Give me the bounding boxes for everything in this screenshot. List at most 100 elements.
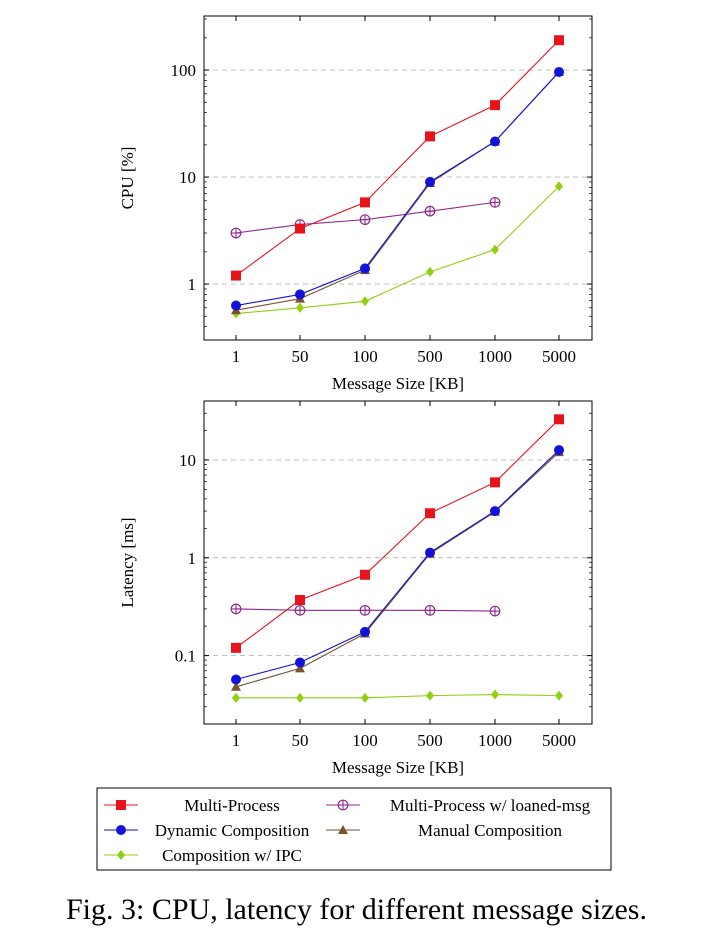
legend-entry-dynamic-composition: Dynamic Composition bbox=[104, 821, 310, 840]
series-multi-process bbox=[231, 35, 564, 281]
series-line bbox=[235, 451, 560, 688]
data-point bbox=[554, 35, 564, 46]
data-point bbox=[554, 66, 564, 77]
data-point bbox=[360, 626, 370, 637]
data-point bbox=[489, 196, 501, 208]
data-point bbox=[424, 604, 436, 616]
cpu-chart: 1 10 100 1 50 100 500 1000 5000 Message Size [KB]… bbox=[118, 15, 593, 393]
series-dynamic-composition bbox=[231, 66, 564, 311]
data-point bbox=[426, 266, 434, 277]
data-point bbox=[491, 244, 499, 255]
x-tick-label: 50 bbox=[292, 731, 309, 750]
data-point bbox=[555, 690, 563, 701]
x-tick-label: 100 bbox=[352, 731, 378, 750]
x-tick-label: 500 bbox=[417, 731, 443, 750]
data-point bbox=[490, 136, 500, 147]
figure-caption: Fig. 3: CPU, latency for different messa… bbox=[66, 893, 647, 926]
series-line bbox=[235, 39, 560, 277]
legend-entry-multi-process-w-loaned-msg: Multi-Process w/ loaned-msg bbox=[326, 796, 591, 815]
data-point bbox=[294, 604, 306, 616]
x-axis-label: Message Size [KB] bbox=[332, 758, 464, 777]
legend-marker bbox=[116, 800, 126, 810]
legend-label: Multi-Process w/ loaned-msg bbox=[390, 796, 591, 815]
legend-label: Multi-Process bbox=[184, 796, 279, 815]
data-point bbox=[360, 197, 370, 208]
data-point bbox=[489, 605, 501, 617]
data-point bbox=[360, 569, 370, 580]
x-tick-label: 1000 bbox=[478, 347, 512, 366]
series-dynamic-composition bbox=[231, 445, 564, 685]
data-point bbox=[361, 296, 369, 307]
data-point bbox=[231, 300, 241, 311]
legend-entry-multi-process: Multi-Process bbox=[104, 796, 280, 815]
x-tick-label: 1 bbox=[232, 731, 241, 750]
y-axis-label: Latency [ms] bbox=[118, 517, 137, 607]
data-point bbox=[491, 689, 499, 700]
data-point bbox=[231, 681, 241, 691]
data-point bbox=[231, 642, 241, 653]
series-manual-composition bbox=[231, 447, 564, 691]
data-point bbox=[295, 663, 305, 673]
data-point bbox=[361, 692, 369, 703]
legend-marker bbox=[338, 825, 348, 834]
data-point bbox=[296, 692, 304, 703]
y-tick-label: 100 bbox=[171, 61, 197, 80]
y-axis-label: CPU [%] bbox=[118, 147, 137, 210]
x-tick-label: 5000 bbox=[542, 347, 576, 366]
data-point bbox=[230, 227, 242, 239]
data-point bbox=[295, 289, 305, 300]
legend-marker bbox=[337, 799, 349, 811]
data-point bbox=[231, 270, 241, 281]
legend-label: Dynamic Composition bbox=[155, 821, 310, 840]
y-tick-label: 10 bbox=[179, 168, 196, 187]
legend-box bbox=[96, 787, 612, 871]
data-point bbox=[359, 214, 371, 226]
plot-frame bbox=[203, 15, 593, 341]
data-point bbox=[424, 205, 436, 217]
x-tick-label: 500 bbox=[417, 347, 443, 366]
series-line bbox=[235, 71, 560, 307]
x-tick-label: 1000 bbox=[478, 731, 512, 750]
x-tick-label: 50 bbox=[292, 347, 309, 366]
series-composition-w-ipc bbox=[232, 689, 563, 703]
x-tick-label: 100 bbox=[352, 347, 378, 366]
series-line bbox=[235, 71, 560, 311]
series-line bbox=[235, 185, 560, 315]
series-multi-process-w-loaned-msg bbox=[230, 603, 501, 617]
plot-frame bbox=[203, 400, 593, 725]
data-point bbox=[425, 547, 435, 558]
legend-marker bbox=[117, 850, 125, 860]
data-point bbox=[425, 176, 435, 187]
data-point bbox=[426, 690, 434, 701]
series-line bbox=[235, 418, 560, 649]
legend-entry-composition-w-ipc: Composition w/ IPC bbox=[104, 846, 302, 865]
data-point bbox=[232, 692, 240, 703]
series-line bbox=[235, 449, 560, 681]
data-point bbox=[425, 508, 435, 519]
legend-label: Composition w/ IPC bbox=[162, 846, 302, 865]
data-point bbox=[359, 604, 371, 616]
data-point bbox=[555, 181, 563, 192]
data-point bbox=[554, 414, 564, 425]
data-point bbox=[296, 302, 304, 313]
series-multi-process bbox=[231, 414, 564, 653]
data-point bbox=[490, 506, 500, 517]
data-point bbox=[295, 595, 305, 606]
x-tick-label: 1 bbox=[232, 347, 241, 366]
data-point bbox=[490, 477, 500, 488]
data-point bbox=[554, 445, 564, 456]
legend: Multi-Process Multi-Process w/ loaned-msg… bbox=[96, 787, 612, 871]
data-point bbox=[231, 674, 241, 685]
series-line bbox=[236, 693, 560, 699]
data-point bbox=[295, 657, 305, 668]
data-point bbox=[490, 100, 500, 111]
x-tick-label: 5000 bbox=[542, 731, 576, 750]
x-axis-label: Message Size [KB] bbox=[332, 374, 464, 393]
y-tick-label: 1 bbox=[188, 275, 197, 294]
data-point bbox=[295, 223, 305, 234]
legend-marker bbox=[116, 825, 126, 835]
data-point bbox=[360, 263, 370, 274]
y-tick-label: 10 bbox=[179, 451, 196, 470]
latency-chart: 0.1 1 10 1 50 100 500 1000 5000 Message Size [KB]… bbox=[118, 400, 593, 777]
